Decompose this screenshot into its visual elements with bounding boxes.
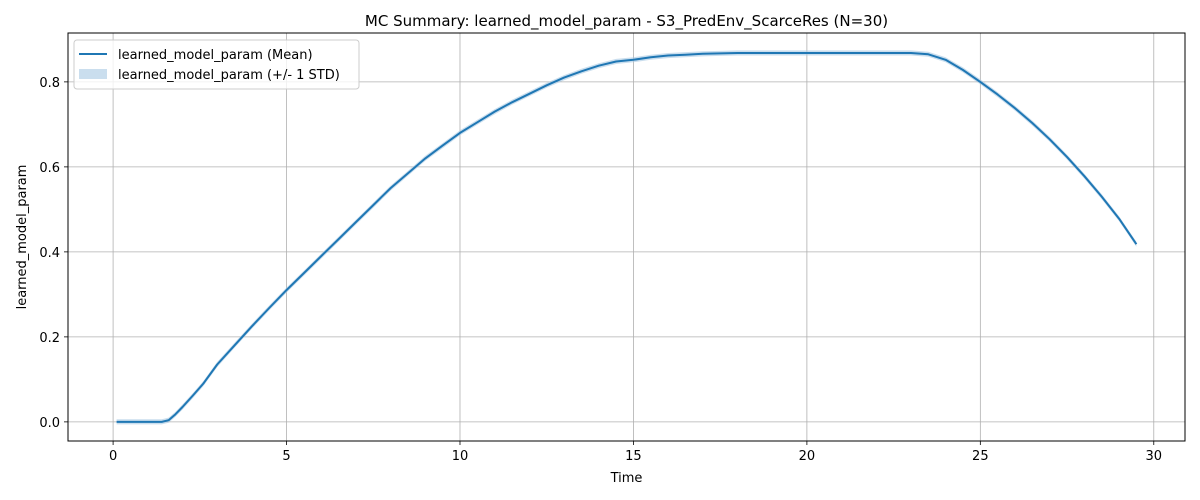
x-tick-label: 20: [799, 449, 816, 464]
y-tick-label: 0.0: [39, 416, 60, 431]
x-tick-label: 10: [452, 449, 469, 464]
x-axis-title: Time: [610, 471, 643, 486]
x-tick-label: 25: [972, 449, 989, 464]
mean-line: [116, 52, 1138, 423]
legend-label-mean: learned_model_param (Mean): [118, 48, 313, 63]
y-tick-label: 0.2: [39, 331, 60, 346]
std-band: [116, 50, 1137, 425]
y-tick-label: 0.8: [39, 76, 60, 91]
x-tick-label: 5: [282, 449, 290, 464]
y-tick-label: 0.4: [39, 246, 60, 261]
axis-ticks: 0 5 10 15 20 25 30 0.0 0.2 0.4 0.6 0.8: [39, 76, 1162, 464]
plot-area: [116, 50, 1138, 425]
chart-title: MC Summary: learned_model_param - S3_Pre…: [365, 12, 888, 31]
x-tick-label: 30: [1146, 449, 1163, 464]
legend-std-swatch: [79, 69, 107, 79]
grid: [68, 33, 1185, 441]
x-tick-label: 15: [625, 449, 642, 464]
x-tick-label: 0: [109, 449, 117, 464]
legend-label-std: learned_model_param (+/- 1 STD): [118, 68, 340, 83]
axes-frame: [67, 32, 1186, 442]
legend-box: [73, 39, 360, 90]
y-axis-title: learned_model_param: [15, 165, 30, 310]
y-tick-label: 0.6: [39, 161, 60, 176]
legend: learned_model_param (Mean) learned_model…: [73, 39, 360, 90]
